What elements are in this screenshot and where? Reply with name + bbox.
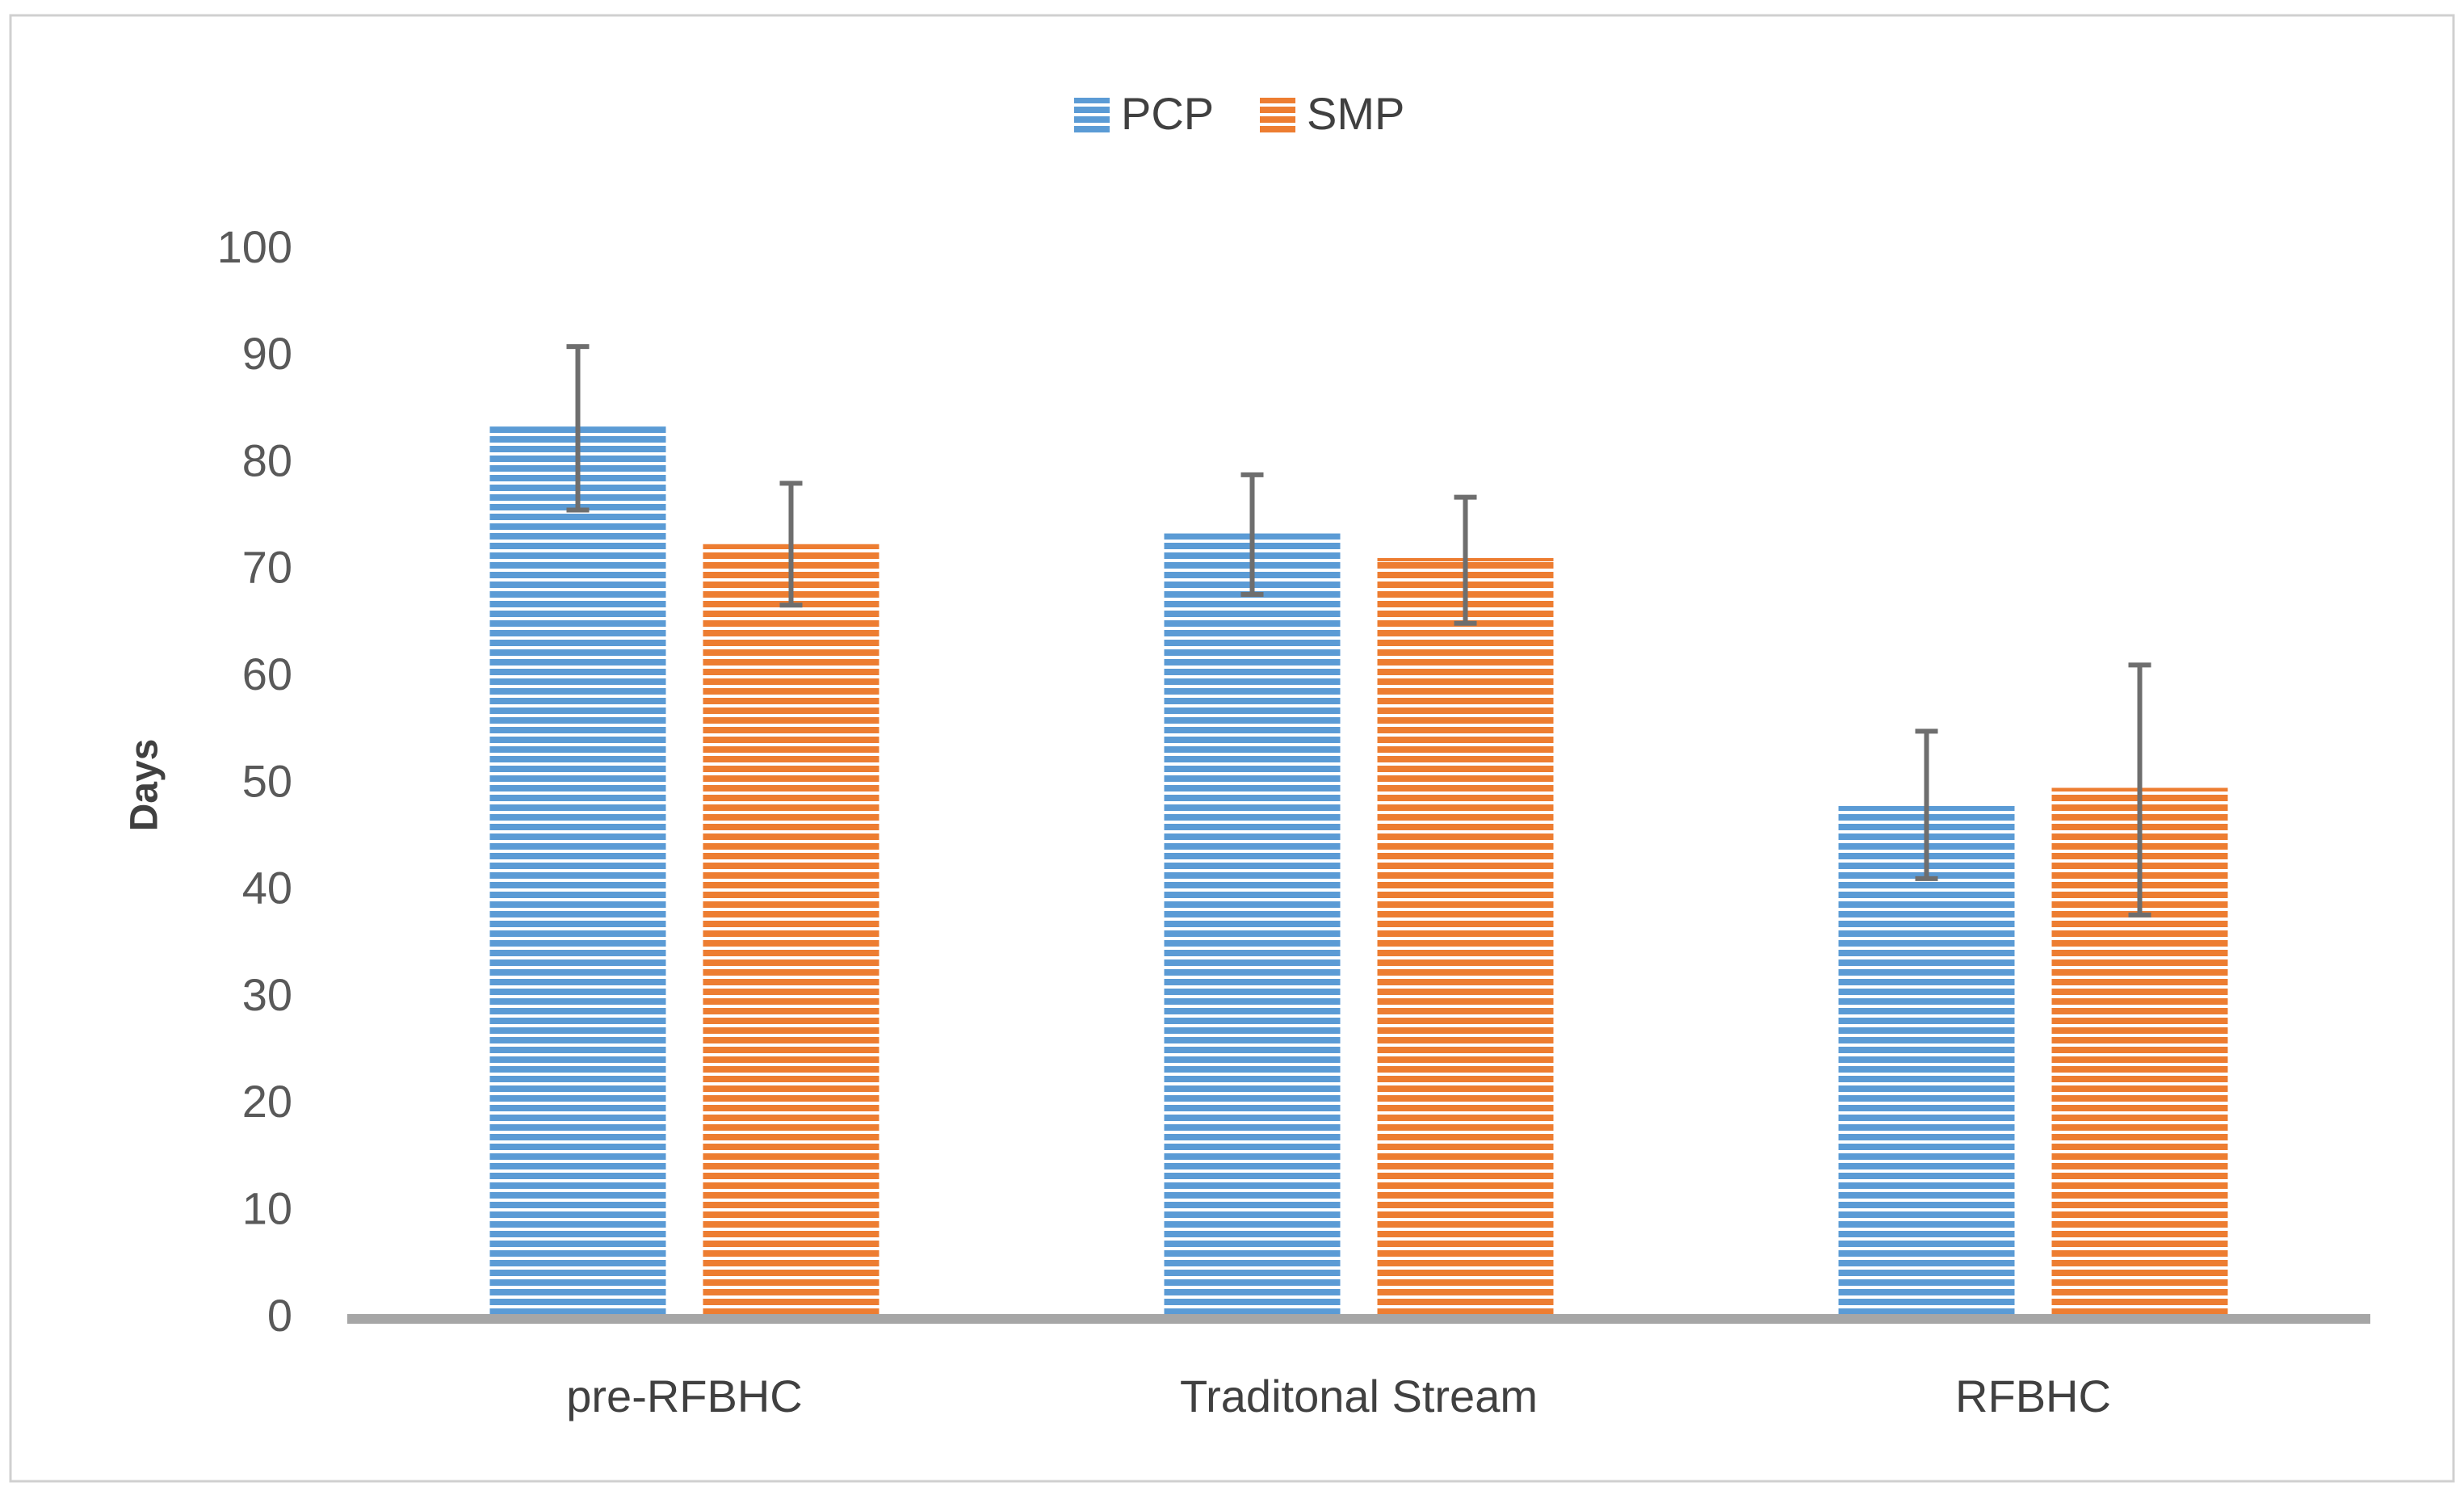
bar-pcp-1	[1164, 533, 1341, 1319]
legend-swatch-pcp	[1074, 98, 1110, 133]
y-tick-label: 30	[242, 969, 292, 1020]
legend: PCP SMP	[1074, 88, 1404, 139]
error-bar-smp-2	[2128, 662, 2151, 917]
y-tick-label: 70	[242, 542, 292, 593]
legend-label-smp: SMP	[1307, 88, 1404, 139]
legend-swatch-smp	[1260, 98, 1295, 133]
y-tick-label: 40	[242, 863, 292, 913]
error-bars	[566, 344, 2151, 917]
y-axis-ticks: 0 10 20 30 40 50 60 70 80 90 100	[217, 221, 292, 1341]
x-tick-label: pre-RFBHC	[566, 1371, 802, 1421]
error-bar-pcp-1	[1240, 472, 1264, 598]
error-bar-pcp-2	[1915, 729, 1938, 881]
bars	[489, 426, 2228, 1320]
y-tick-label: 100	[217, 221, 292, 272]
y-tick-label: 80	[242, 435, 292, 485]
y-axis-label: Days	[124, 739, 166, 832]
y-tick-label: 90	[242, 328, 292, 379]
x-tick-label: Traditonal Stream	[1180, 1371, 1538, 1421]
x-axis-ticks: pre-RFBHC Traditonal Stream RFBHC	[566, 1371, 2111, 1421]
y-tick-label: 0	[267, 1290, 292, 1341]
y-tick-label: 20	[242, 1076, 292, 1127]
y-tick-label: 10	[242, 1182, 292, 1233]
bar-smp-1	[1377, 558, 1554, 1319]
y-tick-label: 50	[242, 755, 292, 806]
bar-pcp-0	[489, 426, 666, 1320]
bar-smp-0	[703, 544, 879, 1319]
legend-label-pcp: PCP	[1121, 88, 1214, 139]
error-bar-smp-1	[1454, 494, 1477, 626]
y-tick-label: 60	[242, 649, 292, 699]
error-bar-smp-0	[779, 481, 803, 608]
x-tick-label: RFBHC	[1955, 1371, 2111, 1421]
error-bar-pcp-0	[566, 344, 590, 513]
bar-pcp-2	[1838, 805, 2015, 1319]
